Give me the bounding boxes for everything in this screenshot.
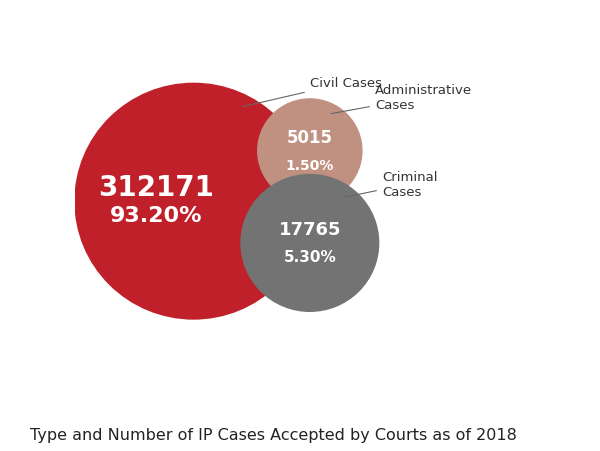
Text: Criminal
Cases: Criminal Cases <box>345 170 437 198</box>
Text: 5.30%: 5.30% <box>283 250 336 265</box>
Text: 312171: 312171 <box>98 174 214 202</box>
Text: 5015: 5015 <box>287 129 333 147</box>
Ellipse shape <box>241 175 379 312</box>
Text: 93.20%: 93.20% <box>110 206 203 226</box>
Text: Type and Number of IP Cases Accepted by Courts as of 2018: Type and Number of IP Cases Accepted by … <box>30 427 517 442</box>
Text: 1.50%: 1.50% <box>286 158 334 172</box>
Text: 17765: 17765 <box>278 221 341 239</box>
Ellipse shape <box>258 100 362 203</box>
Text: Civil Cases: Civil Cases <box>243 77 382 107</box>
Ellipse shape <box>75 84 312 319</box>
Text: Administrative
Cases: Administrative Cases <box>331 83 472 115</box>
